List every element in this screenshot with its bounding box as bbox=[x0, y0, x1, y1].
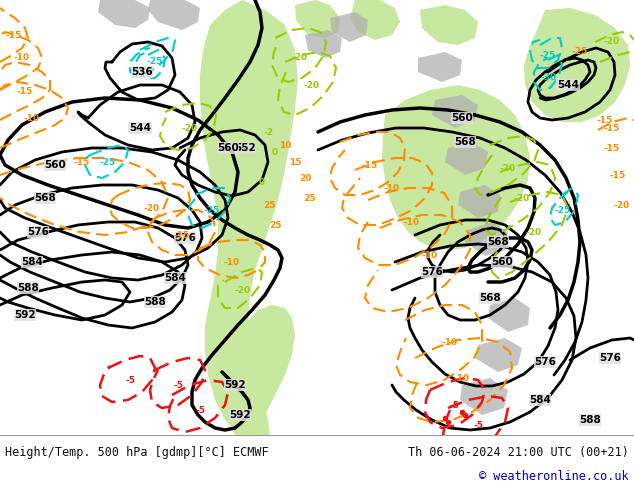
Polygon shape bbox=[350, 0, 400, 40]
Text: 576: 576 bbox=[534, 357, 556, 367]
Polygon shape bbox=[382, 85, 530, 250]
Polygon shape bbox=[458, 185, 500, 218]
Polygon shape bbox=[305, 30, 342, 58]
Text: 576: 576 bbox=[27, 227, 49, 237]
Text: -10: -10 bbox=[224, 258, 240, 267]
Text: 544: 544 bbox=[129, 123, 151, 133]
Text: 592: 592 bbox=[14, 310, 36, 320]
Text: -25: -25 bbox=[100, 157, 116, 167]
Text: 588: 588 bbox=[579, 415, 601, 425]
Text: -15: -15 bbox=[604, 123, 620, 132]
Text: 584: 584 bbox=[164, 273, 186, 283]
Text: -25: -25 bbox=[555, 205, 571, 215]
Text: 588: 588 bbox=[144, 297, 166, 307]
Text: -30: -30 bbox=[541, 74, 557, 82]
Text: -15: -15 bbox=[74, 157, 90, 167]
Text: -15: -15 bbox=[17, 88, 33, 97]
Text: -20: -20 bbox=[292, 53, 308, 63]
Text: 560: 560 bbox=[44, 160, 66, 170]
Text: -15: -15 bbox=[597, 116, 613, 124]
Text: 588: 588 bbox=[17, 283, 39, 293]
Polygon shape bbox=[200, 0, 298, 435]
Text: 15: 15 bbox=[288, 157, 301, 167]
Text: -5: -5 bbox=[450, 400, 460, 410]
Text: -20: -20 bbox=[514, 194, 530, 202]
Text: -15: -15 bbox=[6, 30, 22, 40]
Text: Height/Temp. 500 hPa [gdmp][°C] ECMWF: Height/Temp. 500 hPa [gdmp][°C] ECMWF bbox=[5, 445, 269, 459]
Polygon shape bbox=[475, 338, 522, 372]
Polygon shape bbox=[295, 0, 340, 38]
Text: 568: 568 bbox=[479, 293, 501, 303]
Polygon shape bbox=[420, 5, 478, 45]
Text: 592: 592 bbox=[224, 380, 246, 390]
Text: -25: -25 bbox=[147, 57, 163, 67]
Text: -15: -15 bbox=[604, 144, 620, 152]
Text: 544: 544 bbox=[557, 80, 579, 90]
Text: -10: -10 bbox=[442, 338, 458, 346]
Text: 0: 0 bbox=[259, 177, 265, 187]
Text: 25: 25 bbox=[304, 194, 316, 202]
Text: -10: -10 bbox=[24, 114, 40, 122]
Polygon shape bbox=[465, 222, 508, 256]
Text: 0: 0 bbox=[272, 147, 278, 156]
Text: -25: -25 bbox=[540, 50, 556, 59]
Text: -20: -20 bbox=[614, 200, 630, 210]
Polygon shape bbox=[524, 8, 630, 122]
Polygon shape bbox=[225, 305, 295, 435]
Polygon shape bbox=[148, 0, 200, 30]
Polygon shape bbox=[418, 52, 462, 82]
Text: -20: -20 bbox=[144, 203, 160, 213]
Polygon shape bbox=[460, 378, 508, 415]
Text: 25: 25 bbox=[264, 200, 276, 210]
Text: -10: -10 bbox=[14, 53, 30, 63]
Text: 568: 568 bbox=[487, 237, 509, 247]
Text: 576: 576 bbox=[174, 233, 196, 243]
Polygon shape bbox=[488, 298, 530, 332]
Text: -5: -5 bbox=[173, 381, 183, 390]
Text: -20: -20 bbox=[604, 38, 620, 47]
Text: 560: 560 bbox=[217, 143, 239, 153]
Text: -10: -10 bbox=[384, 183, 400, 193]
Text: 560: 560 bbox=[491, 257, 513, 267]
Polygon shape bbox=[98, 0, 150, 28]
Text: 584: 584 bbox=[529, 395, 551, 405]
Text: 584: 584 bbox=[21, 257, 43, 267]
Text: -20: -20 bbox=[182, 123, 198, 132]
Text: 560: 560 bbox=[451, 113, 473, 123]
Text: -5: -5 bbox=[195, 406, 205, 415]
Text: -5: -5 bbox=[125, 375, 135, 385]
Text: -20: -20 bbox=[526, 227, 542, 237]
Polygon shape bbox=[330, 12, 368, 42]
Text: 552: 552 bbox=[234, 143, 256, 153]
Text: -10: -10 bbox=[404, 218, 420, 226]
Text: 536: 536 bbox=[131, 67, 153, 77]
Polygon shape bbox=[432, 95, 478, 128]
Text: 568: 568 bbox=[454, 137, 476, 147]
Text: 576: 576 bbox=[421, 267, 443, 277]
Text: -20: -20 bbox=[304, 80, 320, 90]
Text: 25: 25 bbox=[269, 220, 281, 229]
Text: 576: 576 bbox=[599, 353, 621, 363]
Text: -20: -20 bbox=[235, 286, 251, 294]
Text: © weatheronline.co.uk: © weatheronline.co.uk bbox=[479, 469, 629, 483]
Text: -2: -2 bbox=[263, 127, 273, 137]
Text: -15: -15 bbox=[174, 230, 190, 240]
Text: -25: -25 bbox=[572, 48, 588, 56]
Text: -10: -10 bbox=[454, 373, 470, 383]
Text: 568: 568 bbox=[34, 193, 56, 203]
Text: -25: -25 bbox=[204, 205, 220, 215]
Polygon shape bbox=[445, 142, 488, 175]
Text: -15: -15 bbox=[362, 161, 378, 170]
Text: 10: 10 bbox=[279, 141, 291, 149]
Text: 20: 20 bbox=[299, 173, 311, 182]
Text: Th 06-06-2024 21:00 UTC (00+21): Th 06-06-2024 21:00 UTC (00+21) bbox=[408, 445, 629, 459]
Text: 592: 592 bbox=[229, 410, 251, 420]
Text: -10: -10 bbox=[422, 250, 438, 260]
Text: -5: -5 bbox=[473, 420, 483, 430]
Text: -15: -15 bbox=[610, 171, 626, 179]
Text: -20: -20 bbox=[500, 164, 516, 172]
